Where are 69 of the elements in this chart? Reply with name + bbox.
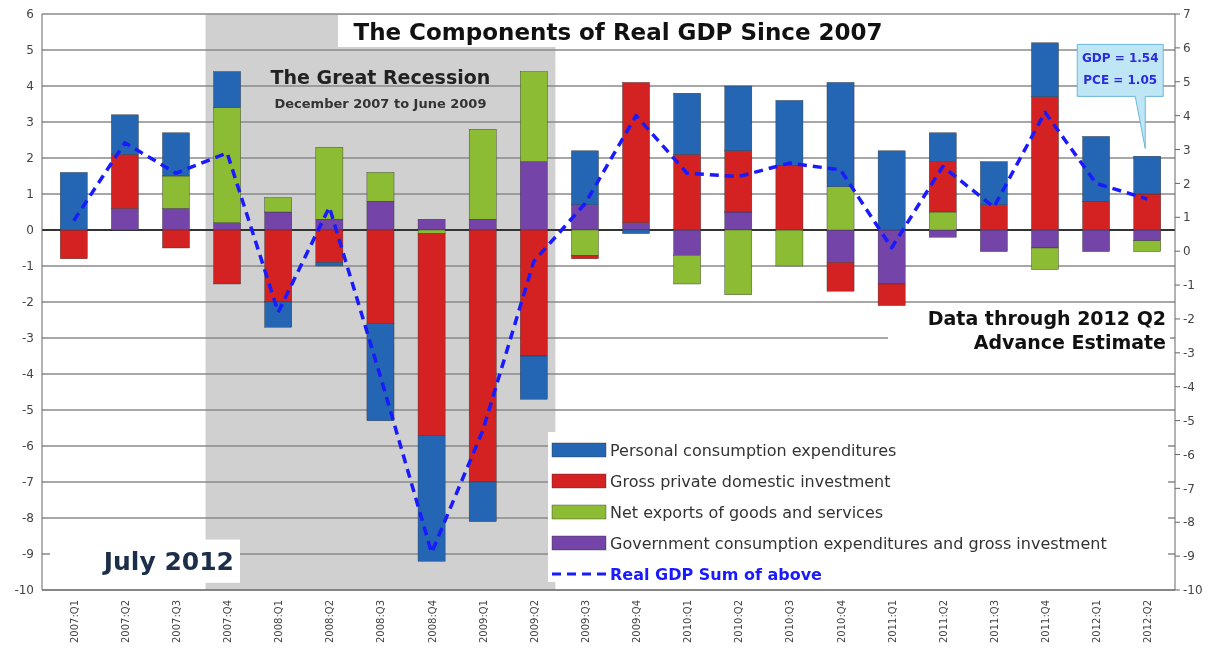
y2-tick-label: -4 xyxy=(1183,379,1195,394)
y2-tick-label: -1 xyxy=(1183,278,1195,293)
x-tick-label: 2011:Q2 xyxy=(937,600,949,644)
y2-tick-label: -8 xyxy=(1183,515,1195,530)
x-tick-label: 2008:Q4 xyxy=(426,600,438,644)
band-label: The Great Recession xyxy=(270,66,491,88)
y2-tick-label: -10 xyxy=(1183,583,1203,598)
x-tick-label: 2011:Q3 xyxy=(988,600,1000,644)
x-tick-label: 2011:Q4 xyxy=(1040,600,1051,644)
y-tick-label: -5 xyxy=(22,403,34,418)
y-tick-label: -7 xyxy=(22,475,34,490)
legend-label: Government consumption expenditures and gross investment xyxy=(610,533,1107,553)
y2-tick-label: -5 xyxy=(1183,413,1195,428)
x-tick-label: 2011:Q1 xyxy=(886,600,898,644)
legend-label: Net exports of goods and services xyxy=(610,502,884,522)
y2-tick-label: 6 xyxy=(1183,41,1191,56)
x-tick-label: 2010:Q4 xyxy=(835,600,847,644)
legend-label: Real GDP Sum of above xyxy=(610,564,823,584)
y-tick-label: -9 xyxy=(22,547,34,562)
x-tick-label: 2007:Q2 xyxy=(119,600,131,644)
annotation: December 2007 to June 2009 xyxy=(274,96,487,111)
y-tick-label: 0 xyxy=(26,223,34,238)
y-tick-label: -4 xyxy=(22,367,34,382)
y-tick-label: -3 xyxy=(22,331,34,346)
y2-tick-label: -7 xyxy=(1183,481,1195,496)
x-tick-label: 2012:Q2 xyxy=(1142,600,1154,644)
x-tick-label: 2010:Q2 xyxy=(733,600,745,644)
y2-tick-label: -9 xyxy=(1183,549,1195,564)
x-tick-label: 2007:Q4 xyxy=(222,600,234,644)
y-tick-label: 4 xyxy=(26,79,34,94)
y-tick-label: -2 xyxy=(22,295,34,310)
annotation: Data through 2012 Q2 Advance Estimate xyxy=(927,306,1166,353)
x-tick-label: 2008:Q2 xyxy=(324,600,336,644)
y-tick-label: 5 xyxy=(26,43,34,58)
y2-tick-label: 7 xyxy=(1183,7,1191,22)
y-tick-label: -8 xyxy=(22,511,34,526)
y-tick-label: 6 xyxy=(26,7,34,22)
annotation: July 2012 xyxy=(101,546,234,576)
x-tick-label: 2007:Q3 xyxy=(171,600,182,644)
x-tick-label: 2008:Q1 xyxy=(273,600,285,644)
y2-tick-label: -6 xyxy=(1183,447,1195,462)
x-tick-label: 2009:Q3 xyxy=(579,600,591,644)
y-tick-label: 2 xyxy=(26,151,34,166)
y-tick-label: -6 xyxy=(22,439,34,454)
y-tick-label: 3 xyxy=(26,115,34,130)
x-tick-label: 2008:Q3 xyxy=(375,600,387,644)
y2-tick-label: -2 xyxy=(1183,312,1195,327)
legend-label: Gross private domestic investment xyxy=(610,471,891,491)
x-tick-label: 2009:Q1 xyxy=(477,600,489,644)
y2-tick-label: 3 xyxy=(1183,142,1191,157)
y2-tick-label: 5 xyxy=(1183,74,1191,89)
x-tick-label: 2007:Q1 xyxy=(68,600,80,644)
y-tick-label: -1 xyxy=(22,259,34,274)
x-tick-label: 2009:Q4 xyxy=(631,600,643,644)
chart-title: The Components of Real GDP Since 2007 xyxy=(353,19,883,45)
y2-tick-label: -3 xyxy=(1183,346,1195,361)
y-tick-label: -10 xyxy=(14,583,34,598)
x-tick-label: 2010:Q1 xyxy=(682,600,694,644)
y2-tick-label: 2 xyxy=(1183,176,1191,191)
legend-label: Personal consumption expenditures xyxy=(610,440,897,460)
y-tick-label: 1 xyxy=(26,187,34,202)
x-tick-label: 2012:Q1 xyxy=(1091,600,1103,644)
annotation: GDP = 1.54 PCE = 1.05 xyxy=(1081,51,1159,88)
x-tick-label: 2009:Q2 xyxy=(528,600,540,644)
y2-tick-label: 1 xyxy=(1183,210,1191,225)
x-tick-label: 2010:Q3 xyxy=(784,600,796,644)
y2-tick-label: 0 xyxy=(1183,244,1191,259)
y2-tick-label: 4 xyxy=(1183,108,1191,123)
bar xyxy=(417,219,446,231)
